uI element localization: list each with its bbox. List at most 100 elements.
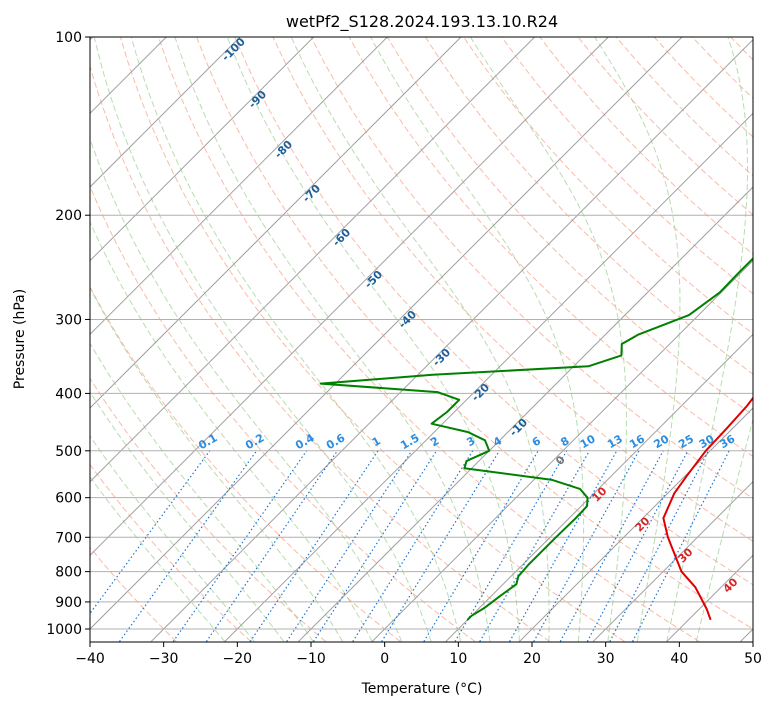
mixing-ratio-line bbox=[423, 450, 539, 642]
mixing-ratio-line bbox=[381, 450, 500, 642]
x-tick-label: −30 bbox=[149, 651, 179, 667]
moist-adiabat bbox=[90, 391, 285, 642]
dry-adiabat bbox=[539, 37, 753, 255]
mixing-ratio-line bbox=[249, 450, 379, 642]
x-tick-label: 20 bbox=[523, 651, 541, 667]
moist-adiabat bbox=[370, 37, 585, 642]
mixing-ratio-label: 1.5 bbox=[398, 431, 421, 452]
moist-adiabat bbox=[226, 37, 520, 642]
moist-adiabat bbox=[90, 220, 373, 642]
mixing-ratio-label: 1 bbox=[370, 434, 383, 449]
x-tick-label: −10 bbox=[296, 651, 326, 667]
moist-adiabat bbox=[290, 37, 550, 642]
isotherm-line bbox=[740, 628, 753, 642]
y-tick-label: 1000 bbox=[46, 622, 82, 638]
dry-adiabat bbox=[386, 37, 753, 416]
moist-adiabat-label: -90 bbox=[246, 88, 269, 111]
isotherm-line bbox=[224, 112, 753, 642]
y-tick-label: 900 bbox=[55, 595, 82, 611]
isotherm-line bbox=[90, 37, 609, 557]
y-tick-label: 200 bbox=[55, 208, 82, 224]
mixing-ratio-label: 8 bbox=[558, 434, 571, 449]
dry-adiabat bbox=[196, 37, 753, 630]
mixing-ratio-line bbox=[632, 450, 730, 642]
mixing-ratio-label: 2 bbox=[428, 434, 441, 449]
moist-adiabat-label: 10 bbox=[590, 484, 610, 504]
dry-adiabat bbox=[119, 37, 625, 642]
isotherm-line bbox=[519, 407, 753, 642]
x-axis-label: Temperature (°C) bbox=[361, 681, 483, 697]
isotherm-line bbox=[90, 37, 241, 188]
mixing-ratio-line bbox=[559, 450, 664, 642]
moist-adiabat bbox=[130, 37, 461, 642]
mixing-ratio-line bbox=[533, 450, 640, 642]
isotherm-line bbox=[90, 37, 462, 409]
dry-adiabat bbox=[90, 377, 327, 642]
dry-adiabat bbox=[90, 64, 551, 642]
isotherm-line bbox=[298, 186, 753, 642]
moist-adiabat-label: -70 bbox=[300, 182, 323, 205]
mixing-ratio-label: 25 bbox=[676, 432, 696, 451]
moist-adiabat-label: 0 bbox=[553, 453, 568, 468]
dry-adiabat bbox=[691, 37, 753, 99]
moist-adiabat bbox=[594, 37, 681, 642]
mixing-ratio-line bbox=[172, 450, 308, 642]
moist-adiabat-label: -20 bbox=[469, 381, 492, 404]
moist-adiabat-label: -50 bbox=[362, 268, 385, 291]
dry-adiabat bbox=[90, 185, 476, 642]
mixing-ratio-label: 6 bbox=[530, 434, 543, 449]
y-tick-label: 800 bbox=[55, 565, 82, 581]
moist-adiabat bbox=[695, 417, 753, 642]
mixing-ratio-line bbox=[313, 450, 438, 642]
moist-adiabat bbox=[469, 37, 628, 642]
mixing-ratio-label: 20 bbox=[652, 432, 672, 451]
plot-frame bbox=[89, 36, 754, 643]
y-tick-label: 300 bbox=[55, 312, 82, 328]
mixing-ratio-line bbox=[119, 450, 258, 642]
mixing-ratio-label: 0.4 bbox=[293, 431, 317, 452]
moist-adiabat bbox=[90, 286, 344, 642]
isotherm-line bbox=[371, 259, 753, 642]
dry-adiabat bbox=[234, 37, 753, 586]
isotherm-line bbox=[445, 333, 753, 642]
dry-adiabat bbox=[463, 37, 753, 335]
dry-adiabat bbox=[272, 37, 753, 542]
dry-adiabat bbox=[90, 463, 252, 642]
y-tick-label: 700 bbox=[55, 530, 82, 546]
dry-adiabat bbox=[501, 37, 753, 295]
moist-adiabat-label: 20 bbox=[633, 514, 653, 534]
moist-adiabat bbox=[90, 476, 226, 642]
x-tick-label: 40 bbox=[670, 651, 688, 667]
y-tick-label: 100 bbox=[55, 30, 82, 46]
x-tick-label: −40 bbox=[75, 651, 105, 667]
dry-adiabat bbox=[424, 37, 753, 375]
y-tick-label: 600 bbox=[55, 491, 82, 507]
moist-adiabat bbox=[90, 435, 255, 642]
temperature-profile-line bbox=[662, 396, 753, 621]
isotherm-line bbox=[90, 37, 683, 630]
isotherm-line bbox=[90, 37, 315, 262]
dry-adiabat bbox=[577, 37, 753, 216]
mixing-ratio-label: 10 bbox=[578, 432, 598, 451]
x-tick-label: −20 bbox=[223, 651, 253, 667]
mixing-ratio-label: 0.1 bbox=[196, 431, 219, 452]
dry-adiabat bbox=[90, 286, 401, 642]
dewpoint-profile-line bbox=[319, 257, 753, 621]
dry-adiabat bbox=[615, 37, 753, 177]
isotherm-line bbox=[90, 37, 388, 336]
dry-adiabat bbox=[158, 37, 700, 642]
mixing-ratio-line bbox=[205, 450, 338, 642]
dry-adiabat bbox=[769, 37, 775, 642]
moist-adiabat-label: -60 bbox=[330, 226, 353, 249]
moist-adiabat bbox=[93, 37, 432, 642]
mixing-ratio-line bbox=[479, 450, 590, 642]
moist-adiabat-label: 40 bbox=[721, 575, 741, 595]
mixing-ratio-line bbox=[509, 450, 618, 642]
isotherm-line bbox=[90, 37, 536, 483]
moist-adiabat bbox=[174, 37, 491, 642]
moist-adiabat bbox=[666, 37, 748, 642]
dry-adiabat bbox=[90, 546, 177, 642]
chart-title: wetPf2_S128.2024.193.13.10.R24 bbox=[286, 12, 558, 32]
isotherm-line bbox=[592, 480, 753, 642]
